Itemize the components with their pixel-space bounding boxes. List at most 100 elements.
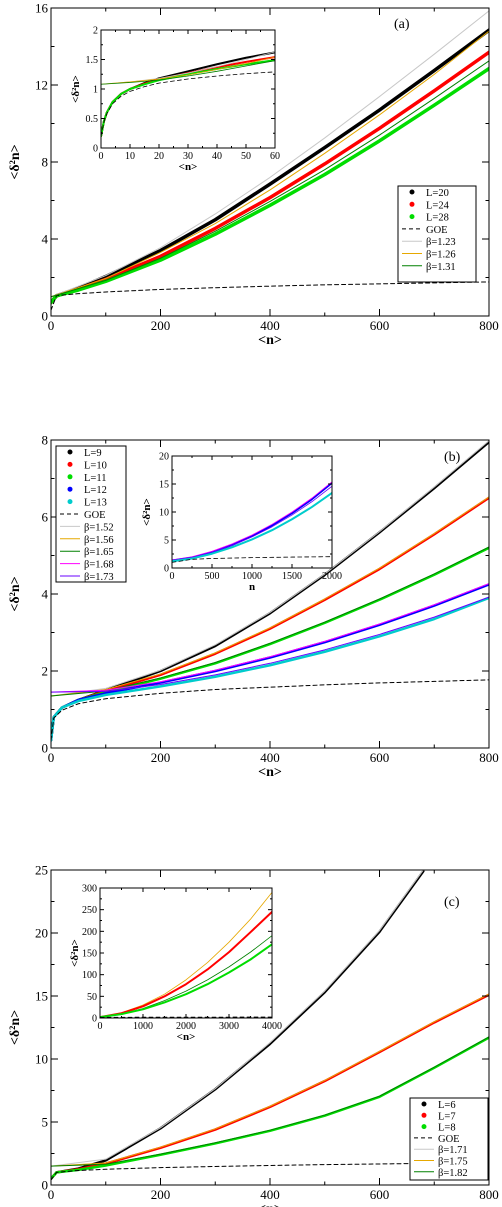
main-ytick-label: 0 (42, 1178, 49, 1193)
main-ytick-label: 4 (42, 587, 49, 602)
inset-xtick-label: 60 (270, 151, 280, 162)
main-xtick-label: 800 (479, 318, 499, 333)
inset-series-3 (101, 71, 275, 137)
main-series-3 (51, 1162, 489, 1181)
main-xlabel: <n> (258, 1202, 282, 1207)
legend-label: L=11 (84, 473, 106, 484)
inset-ytick-label: 300 (82, 884, 97, 895)
main-xtick-label: 200 (151, 318, 171, 333)
main-series-6 (51, 60, 489, 298)
legend-label: β=1.56 (84, 535, 114, 546)
legend-label: L=10 (84, 460, 107, 471)
legend-label: L=28 (426, 213, 449, 224)
legend-label: GOE (84, 510, 106, 521)
main-series-10 (51, 596, 489, 693)
inset-xtick-label: 1500 (282, 571, 302, 582)
main-ytick-label: 10 (35, 1052, 48, 1067)
inset-series-group (172, 481, 332, 563)
main-series-7 (51, 496, 489, 697)
inset-ylabel: <δ²n> (70, 75, 82, 103)
inset-xtick-label: 1000 (133, 1021, 153, 1032)
inset-series-6 (101, 60, 275, 85)
legend-label: β=1.65 (84, 547, 114, 558)
main-ytick-label: 8 (42, 433, 49, 448)
inset-series-2 (172, 485, 332, 561)
main-xtick-label: 400 (260, 318, 280, 333)
inset-series-group (100, 891, 272, 1018)
legend-label: β=1.71 (438, 1145, 468, 1156)
legend-label: β=1.26 (426, 250, 456, 261)
main-xtick-label: 400 (260, 750, 280, 765)
main-ylabel: <δ²n> (8, 144, 23, 179)
main-series-group (51, 440, 489, 742)
legend-marker (67, 499, 73, 505)
legend-marker (409, 214, 415, 220)
legend-label: L=24 (426, 200, 450, 211)
legend-label: β=1.31 (426, 262, 456, 273)
inset-ytick-label: 200 (82, 927, 97, 938)
inset-ylabel: <δ²n> (69, 939, 81, 967)
main-xtick-label: 400 (260, 1187, 280, 1202)
main-series-4 (51, 596, 489, 742)
inset-series-4 (172, 556, 332, 563)
main-xtick-label: 0 (48, 750, 55, 765)
inset-xlabel: n (249, 581, 255, 593)
main-ytick-label: 5 (42, 1115, 49, 1130)
main-series-5 (51, 30, 489, 298)
inset-ytick-label: 250 (82, 905, 97, 916)
legend-marker (409, 189, 415, 195)
main-xtick-label: 800 (479, 1187, 499, 1202)
inset-series-group (101, 51, 275, 138)
main-ytick-label: 0 (42, 309, 49, 324)
inset-xtick-label: 500 (205, 571, 220, 582)
inset-ytick-label: 0.5 (86, 114, 99, 125)
inset-xtick-label: 2000 (176, 1021, 196, 1032)
main-ytick-label: 8 (42, 155, 49, 170)
main-series-5 (51, 679, 489, 741)
main-series-9 (51, 583, 489, 693)
inset-ytick-label: 5 (164, 536, 169, 547)
panel-label: (a) (394, 17, 410, 32)
main-ytick-label: 12 (35, 78, 48, 93)
legend-marker (67, 449, 73, 455)
legend-marker (67, 486, 73, 492)
legend-label: L=6 (438, 1100, 456, 1111)
legend-box (409, 1097, 489, 1181)
legend-label: L=13 (84, 498, 107, 509)
inset-xtick-label: 4000 (262, 1021, 282, 1032)
legend-marker (421, 1124, 427, 1130)
legend-label: GOE (426, 225, 448, 236)
inset-ytick-label: 1.5 (86, 55, 99, 66)
legend-label: β=1.75 (438, 1157, 468, 1168)
inset-xtick-label: 3000 (219, 1021, 239, 1032)
inset-ytick-label: 10 (159, 508, 169, 519)
inset-plot-area (101, 30, 275, 148)
inset-xtick-label: 0 (99, 151, 104, 162)
main-series-6 (51, 440, 489, 697)
inset-ylabel: <δ²n> (141, 498, 153, 526)
inset-chart: 0 1000 2000 3000 4000 0 50 100 150 200 250 300 <n> <δ… (69, 884, 282, 1044)
inset-xtick-label: 0 (170, 571, 175, 582)
legend-label: β=1.73 (84, 572, 114, 583)
main-series-group (51, 870, 489, 1181)
inset-series-1 (100, 910, 272, 1018)
main-ytick-label: 2 (42, 664, 49, 679)
main-series-2 (51, 66, 489, 305)
legend-label: L=8 (438, 1123, 456, 1134)
main-xtick-label: 200 (151, 1187, 171, 1202)
legend-label: GOE (438, 1134, 460, 1145)
main-ytick-label: 20 (35, 926, 48, 941)
inset-series-1 (172, 481, 332, 561)
main-series-3 (51, 281, 489, 311)
inset-ytick-label: 100 (82, 970, 97, 981)
inset-series-5 (101, 56, 275, 85)
main-series-6 (51, 1036, 489, 1167)
main-xtick-label: 0 (48, 318, 55, 333)
inset-series-3 (172, 491, 332, 563)
main-series-5 (51, 993, 489, 1167)
